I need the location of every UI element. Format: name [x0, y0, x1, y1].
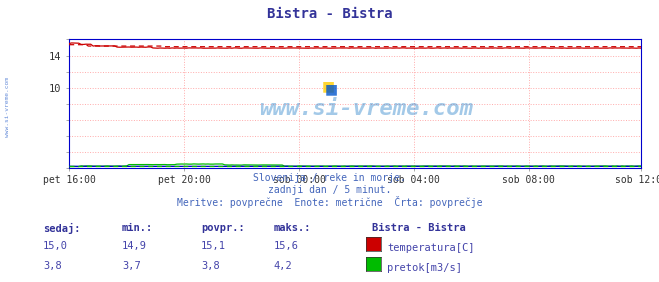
Text: Meritve: povprečne  Enote: metrične  Črta: povprečje: Meritve: povprečne Enote: metrične Črta:… [177, 196, 482, 208]
Text: Bistra - Bistra: Bistra - Bistra [267, 7, 392, 21]
Text: 3,7: 3,7 [122, 261, 140, 271]
Text: temperatura[C]: temperatura[C] [387, 243, 475, 253]
Text: min.:: min.: [122, 223, 153, 233]
Text: www.si-vreme.com: www.si-vreme.com [5, 77, 11, 137]
Text: 3,8: 3,8 [201, 261, 219, 271]
Text: pretok[m3/s]: pretok[m3/s] [387, 263, 463, 273]
Text: 15,6: 15,6 [273, 241, 299, 251]
Text: 15,0: 15,0 [43, 241, 68, 251]
Text: ■: ■ [325, 82, 338, 96]
Text: maks.:: maks.: [273, 223, 311, 233]
Text: www.si-vreme.com: www.si-vreme.com [259, 99, 473, 118]
Text: 4,2: 4,2 [273, 261, 292, 271]
Text: 3,8: 3,8 [43, 261, 61, 271]
Text: povpr.:: povpr.: [201, 223, 244, 233]
Text: sedaj:: sedaj: [43, 223, 80, 234]
Text: Slovenija / reke in morje.: Slovenija / reke in morje. [253, 173, 406, 183]
Text: 15,1: 15,1 [201, 241, 226, 251]
Text: zadnji dan / 5 minut.: zadnji dan / 5 minut. [268, 185, 391, 195]
Text: ■: ■ [322, 79, 335, 93]
Text: 14,9: 14,9 [122, 241, 147, 251]
Text: Bistra - Bistra: Bistra - Bistra [372, 223, 466, 233]
